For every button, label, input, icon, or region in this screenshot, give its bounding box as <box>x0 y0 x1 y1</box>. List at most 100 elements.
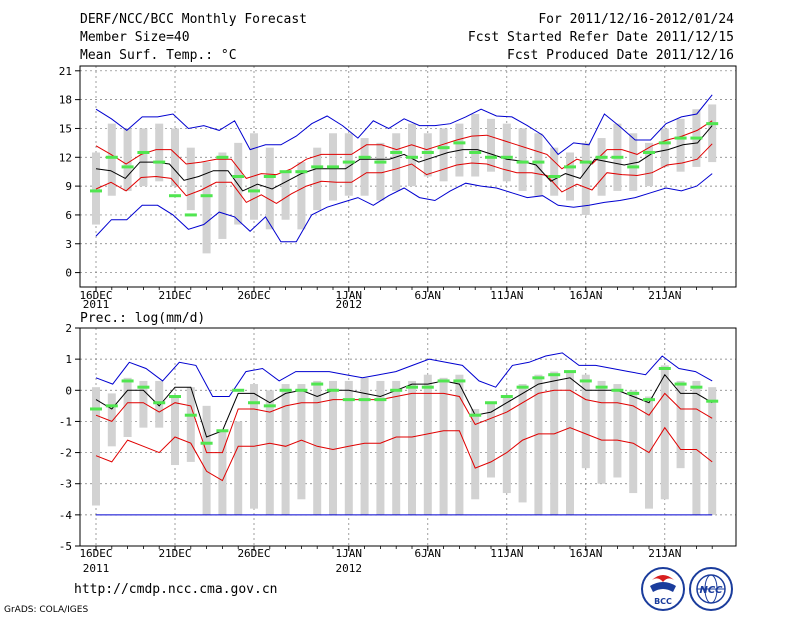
observed-marker <box>137 385 150 389</box>
observed-marker <box>674 136 687 140</box>
observed-marker <box>485 401 497 405</box>
range-bar <box>313 147 322 211</box>
observed-marker <box>279 170 292 174</box>
upper-envelope-line <box>95 120 713 179</box>
range-bar <box>708 104 717 163</box>
observed-marker <box>216 155 229 159</box>
x-tick-label: 21DEC <box>158 547 191 560</box>
observed-marker <box>327 165 339 169</box>
observed-marker <box>437 379 450 383</box>
range-bar <box>344 380 353 515</box>
range-bar <box>487 402 495 478</box>
range-bar <box>597 138 606 196</box>
observed-marker <box>200 441 213 445</box>
range-bar <box>281 384 290 515</box>
range-bar <box>471 408 480 500</box>
range-bar <box>518 384 527 503</box>
observed-marker <box>358 155 371 159</box>
observed-marker <box>532 376 545 380</box>
range-bar <box>297 384 306 500</box>
observed-marker <box>374 160 387 164</box>
x-tick-label: 21JAN <box>648 289 681 302</box>
range-bar <box>708 387 717 515</box>
range-bar <box>439 377 448 515</box>
observed-marker <box>390 150 403 154</box>
observed-marker <box>406 155 418 159</box>
precip-variable-label: Prec.: log(mm/d) <box>80 311 205 326</box>
range-bar <box>566 371 574 515</box>
observed-marker <box>137 150 150 154</box>
range-bar <box>392 380 401 515</box>
observed-marker <box>548 175 561 178</box>
y-tick-label: 6 <box>65 209 72 222</box>
y-tick-label: 0 <box>65 384 72 397</box>
observed-marker <box>358 398 371 402</box>
range-bar <box>329 380 337 515</box>
observed-marker <box>390 388 403 392</box>
observed-marker <box>311 382 324 386</box>
x-tick-label: 1JAN <box>336 289 363 302</box>
x-year-label: 2011 <box>83 298 110 311</box>
observed-marker <box>105 155 118 159</box>
x-year-label: 2012 <box>336 562 363 575</box>
observed-marker <box>548 373 561 377</box>
observed-marker <box>311 165 324 169</box>
range-bar <box>202 162 211 254</box>
max-line <box>95 352 713 397</box>
observed-marker <box>611 155 624 159</box>
range-bar <box>250 133 258 220</box>
range-bar <box>139 380 148 428</box>
observed-marker <box>516 160 529 164</box>
y-tick-label: -3 <box>59 478 72 491</box>
lower-envelope-line <box>95 426 713 482</box>
observed-marker <box>453 141 466 145</box>
range-bar <box>139 128 148 187</box>
lower-envelope-line <box>95 143 713 204</box>
x-tick-label: 6JAN <box>415 289 442 302</box>
observed-marker <box>674 382 687 386</box>
ncc-logo-icon: NCC <box>689 567 733 611</box>
range-bar <box>123 128 132 191</box>
y-tick-label: 1 <box>65 353 72 366</box>
observed-marker <box>579 160 592 164</box>
range-bar <box>613 384 622 478</box>
observed-marker <box>232 175 245 178</box>
observed-marker <box>374 398 387 402</box>
observed-marker <box>564 165 576 169</box>
observed-marker <box>184 413 197 417</box>
observed-marker <box>295 388 308 392</box>
observed-marker <box>263 175 276 178</box>
source-url[interactable]: http://cmdp.ncc.cma.gov.cn <box>74 582 278 597</box>
observed-marker <box>579 379 592 383</box>
x-tick-label: 16JAN <box>569 289 602 302</box>
range-bar <box>550 147 559 196</box>
range-bar <box>313 380 322 515</box>
range-bar <box>534 374 543 515</box>
observed-marker <box>342 398 355 402</box>
observed-marker <box>153 401 166 405</box>
observed-marker <box>421 150 434 154</box>
range-bar <box>218 430 227 515</box>
range-bar <box>107 393 116 447</box>
y-tick-label: -5 <box>59 540 72 553</box>
y-tick-label: 12 <box>59 151 72 164</box>
ncc-logo-text: NCC <box>699 585 723 596</box>
observed-marker <box>643 398 655 402</box>
range-bar <box>629 133 638 191</box>
y-tick-label: -2 <box>59 447 72 460</box>
range-bar <box>92 387 100 506</box>
observed-marker <box>90 407 102 411</box>
ensemble-mean-line <box>95 125 713 192</box>
range-bar <box>123 377 132 437</box>
observed-marker <box>90 189 102 193</box>
observed-marker <box>500 395 513 399</box>
x-year-label: 2012 <box>336 298 363 311</box>
range-bar <box>171 128 179 187</box>
observed-marker <box>437 146 450 150</box>
observed-marker <box>658 366 671 370</box>
observed-marker <box>516 385 529 389</box>
y-tick-label: -1 <box>59 415 72 428</box>
observed-marker <box>342 160 355 164</box>
y-tick-label: 15 <box>59 122 72 135</box>
observed-marker <box>706 122 719 126</box>
